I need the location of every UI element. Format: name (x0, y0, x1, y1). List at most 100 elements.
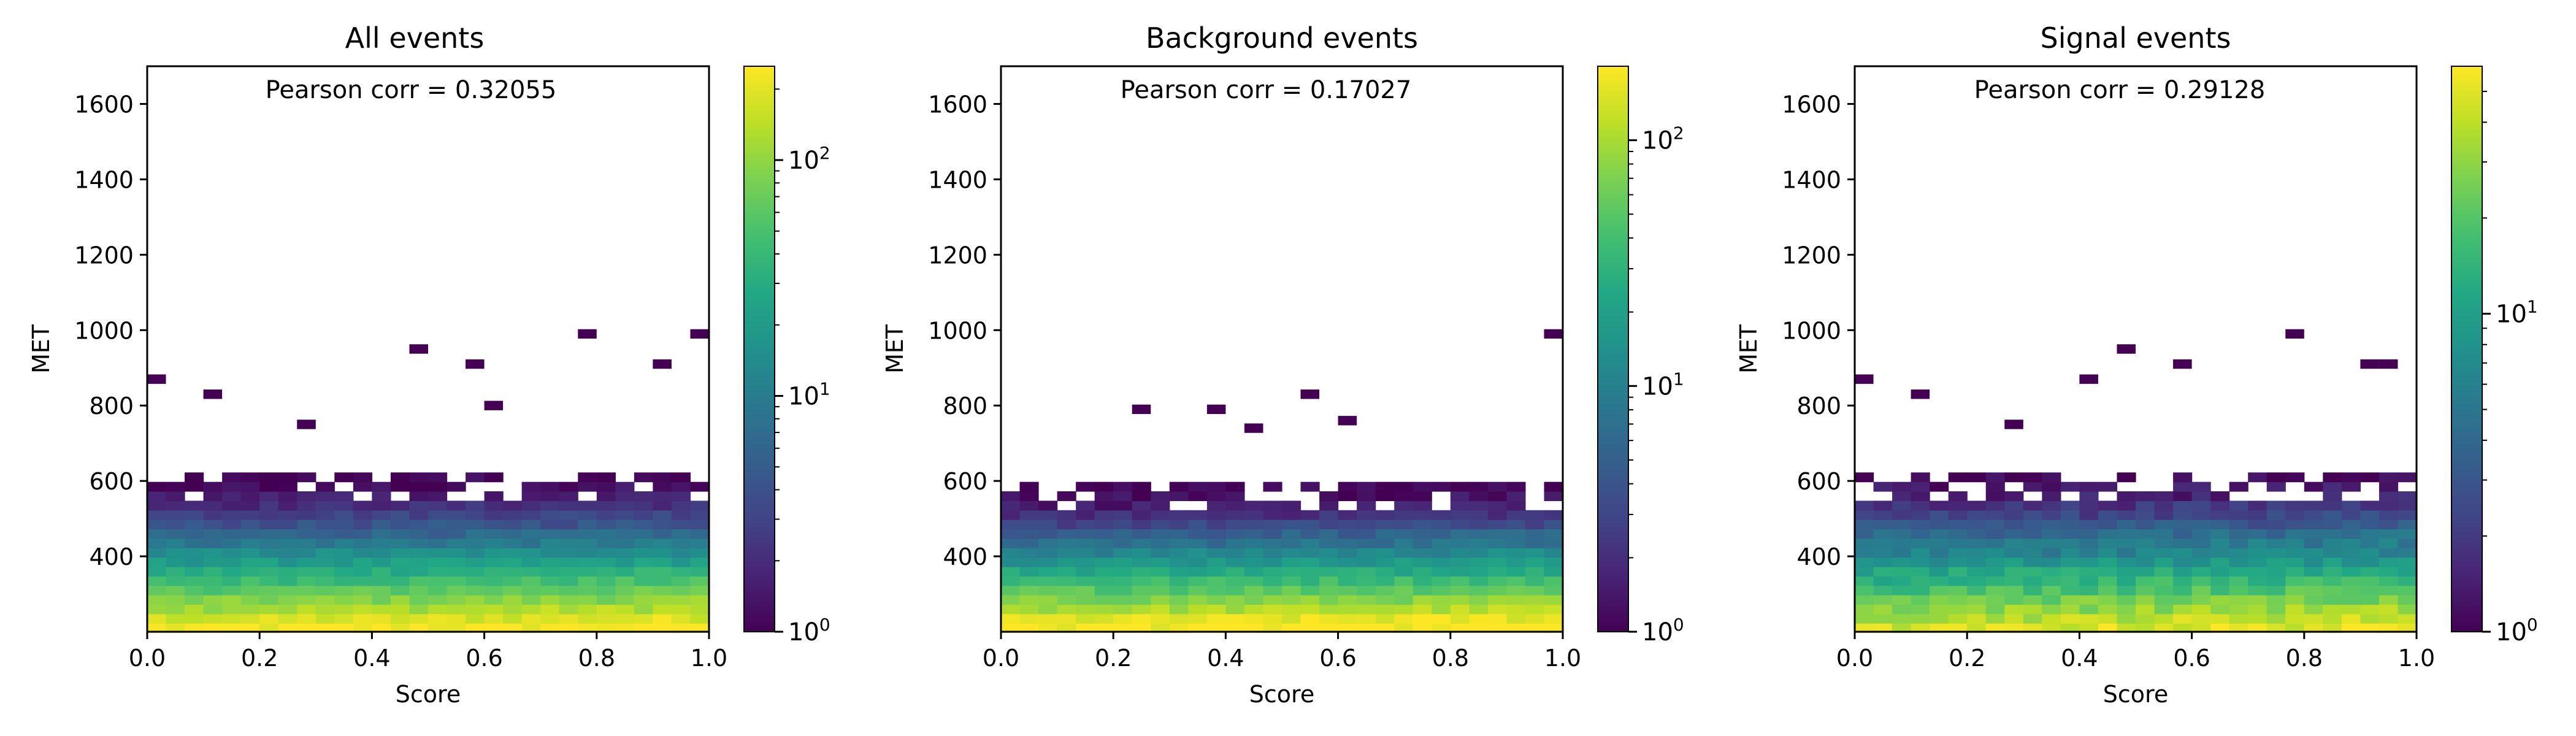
heatmap-cell (2360, 604, 2380, 615)
heatmap-cell (278, 613, 297, 624)
heatmap-cell (1113, 500, 1133, 511)
heatmap-cell (390, 604, 410, 615)
heatmap-cell (259, 623, 279, 634)
x-tick-label: 0.8 (578, 645, 615, 672)
heatmap-cell (2042, 613, 2061, 624)
heatmap-cell (1357, 604, 1376, 615)
heatmap-cell (1206, 491, 1226, 502)
heatmap-cell (1113, 613, 1133, 624)
heatmap-cell (1469, 491, 1489, 502)
heatmap-cell (1113, 604, 1133, 615)
heatmap-cell (671, 519, 691, 530)
heatmap-cell (2210, 566, 2230, 577)
heatmap-cell (1244, 595, 1264, 605)
heatmap-cell (1225, 529, 1245, 539)
heatmap-cell (1948, 604, 1968, 615)
heatmap-cell (1892, 566, 1912, 577)
y-tick-label: 1600 (74, 91, 134, 118)
heatmap-cell (1375, 481, 1395, 492)
heatmap-cell (1169, 491, 1189, 502)
heatmap-cell (390, 566, 410, 577)
heatmap-cell (1487, 510, 1507, 520)
pearson-annotation: Pearson corr = 0.29128 (1974, 76, 2266, 104)
heatmap-cell (559, 491, 578, 502)
heatmap-cell (1263, 510, 1282, 520)
heatmap-cell (1506, 557, 1526, 567)
heatmap-cell (1038, 519, 1058, 530)
heatmap-cell (2023, 623, 2042, 634)
heatmap-cell (1892, 538, 1912, 548)
heatmap-cell (1525, 519, 1545, 530)
heatmap-cell (240, 519, 260, 530)
heatmap-cell (315, 604, 335, 615)
heatmap-cell (1413, 491, 1432, 502)
heatmap-cell (2136, 548, 2155, 558)
heatmap-cell (2154, 519, 2174, 530)
heatmap-cell (222, 613, 242, 624)
heatmap-cell (1076, 566, 1095, 577)
heatmap-cell (2210, 595, 2230, 605)
y-tick-label: 1000 (74, 317, 134, 344)
heatmap-cell (147, 604, 167, 615)
heatmap-cell (1375, 548, 1395, 558)
heatmap-cell (428, 623, 448, 634)
colorbar-tick-label: 101 (2496, 296, 2538, 328)
heatmap-cell (2042, 491, 2061, 502)
heatmap-cell (1132, 481, 1151, 492)
heatmap-cell (315, 576, 335, 586)
heatmap-cell (1019, 529, 1039, 539)
heatmap-cell (1873, 538, 1893, 548)
heatmap-cell (2341, 576, 2361, 586)
heatmap-cell (540, 500, 560, 511)
heatmap-cell (1873, 566, 1893, 577)
heatmap-cell (1855, 585, 1874, 596)
heatmap-cell (2004, 510, 2024, 520)
heatmap-cell (2117, 595, 2136, 605)
heatmap-cell (2060, 566, 2080, 577)
heatmap-cell (1394, 576, 1414, 586)
heatmap-cell (578, 585, 597, 596)
heatmap-cell (1319, 604, 1339, 615)
heatmap-cell (1319, 623, 1339, 634)
heatmap-cell (503, 538, 523, 548)
heatmap-cell (259, 529, 279, 539)
heatmap-cell (540, 613, 560, 624)
heatmap-cell (203, 557, 223, 567)
heatmap-cell (1151, 557, 1170, 567)
heatmap-cell (2079, 557, 2099, 567)
heatmap-cell (185, 481, 204, 492)
heatmap-cell (2117, 538, 2136, 548)
heatmap-cell (1244, 604, 1264, 615)
heatmap-cell (653, 557, 672, 567)
heatmap-cell (1357, 613, 1376, 624)
heatmap-cell (2248, 510, 2267, 520)
heatmap-cell (353, 613, 372, 624)
heatmap-cell (240, 529, 260, 539)
heatmap-cell (2098, 529, 2118, 539)
heatmap-cell (1001, 529, 1021, 539)
heatmap-cell (1132, 548, 1151, 558)
heatmap-cell (1113, 538, 1133, 548)
heatmap-cell (278, 481, 297, 492)
heatmap-cell (1057, 585, 1076, 596)
heatmap-cell (185, 595, 204, 605)
heatmap-cell (1282, 538, 1301, 548)
heatmap-cell (2173, 557, 2193, 567)
heatmap-cell (2079, 538, 2099, 548)
heatmap-cell (2060, 481, 2080, 492)
heatmap-cell (2285, 557, 2305, 567)
panel-title: Signal events (2041, 21, 2231, 55)
heatmap-cell (2210, 557, 2230, 567)
heatmap-cell (484, 623, 504, 634)
heatmap-cell (1930, 585, 1949, 596)
heatmap-cell (297, 566, 316, 577)
heatmap-cell (1855, 472, 1874, 483)
heatmap-cell (653, 623, 672, 634)
heatmap-cell (484, 576, 504, 586)
heatmap-cell (1855, 576, 1874, 586)
heatmap-cell (634, 472, 653, 483)
heatmap-cell (2060, 557, 2080, 567)
heatmap-cell (596, 538, 616, 548)
x-tick-label: 0.2 (1095, 645, 1132, 672)
